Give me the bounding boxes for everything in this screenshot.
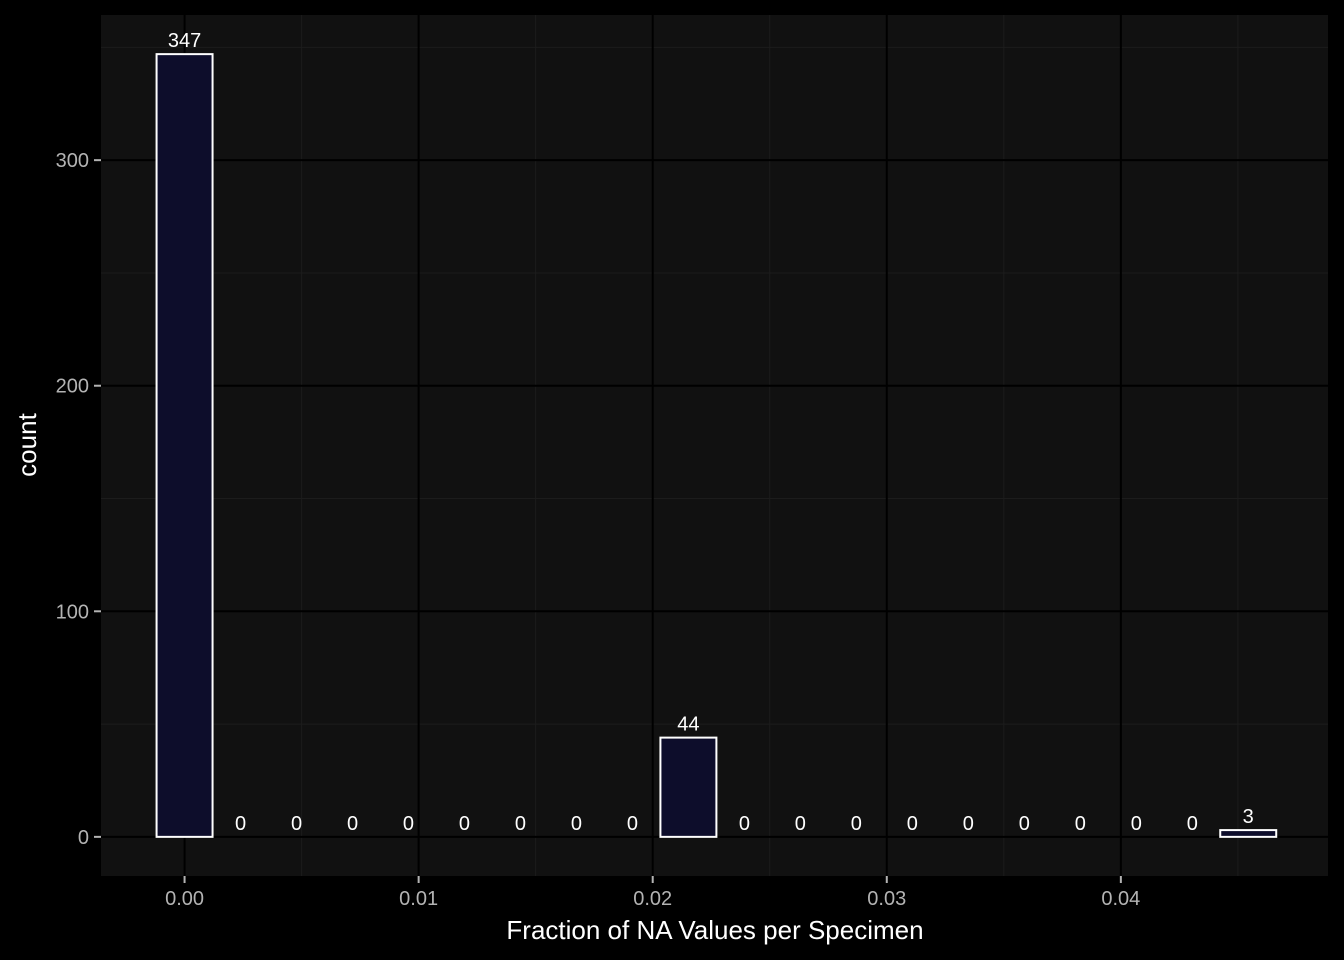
bar-count-label: 0 [459,813,470,835]
grid-major [101,15,1328,876]
y-tick-label: 300 [56,150,89,172]
x-tick-label: 0.00 [165,888,204,910]
bar-count-label: 0 [627,813,638,835]
bar-labels: 347 0 0 0 0 0 0 0 0 44 0 0 0 0 0 0 0 0 0 3 [168,30,1254,835]
bar-count-label: 0 [1019,813,1030,835]
y-tick-label: 0 [78,827,89,849]
bar [1219,829,1278,838]
bar-count-label: 0 [1075,813,1086,835]
x-axis-title: Fraction of NA Values per Specimen [506,915,923,945]
bar-count-label: 3 [1243,806,1254,828]
bar-count-label: 0 [795,813,806,835]
bar-count-label: 0 [235,813,246,835]
bar-count-label: 0 [1187,813,1198,835]
y-axis-title: count [12,412,42,476]
bar-count-label: 0 [347,813,358,835]
bars [155,53,1278,838]
bar-count-label: 0 [851,813,862,835]
x-tick-label: 0.04 [1101,888,1140,910]
bar-count-label: 0 [515,813,526,835]
y-axis: 0 100 200 300 [56,150,101,849]
bar [659,736,718,838]
bar-count-label: 0 [907,813,918,835]
bar-count-label: 0 [963,813,974,835]
bar-count-label: 347 [168,30,201,52]
bar-count-label: 0 [739,813,750,835]
bar [155,53,214,838]
x-tick-label: 0.02 [633,888,672,910]
x-axis: 0.00 0.01 0.02 0.03 0.04 [165,876,1140,910]
bar-count-label: 44 [677,714,699,736]
y-tick-label: 200 [56,376,89,398]
bar-count-label: 0 [1131,813,1142,835]
y-tick-label: 100 [56,601,89,623]
x-tick-label: 0.01 [399,888,438,910]
bar-count-label: 0 [403,813,414,835]
x-tick-label: 0.03 [867,888,906,910]
plot-panel [101,15,1328,876]
bar-count-label: 0 [291,813,302,835]
bar-count-label: 0 [571,813,582,835]
grid-minor [101,15,1328,876]
